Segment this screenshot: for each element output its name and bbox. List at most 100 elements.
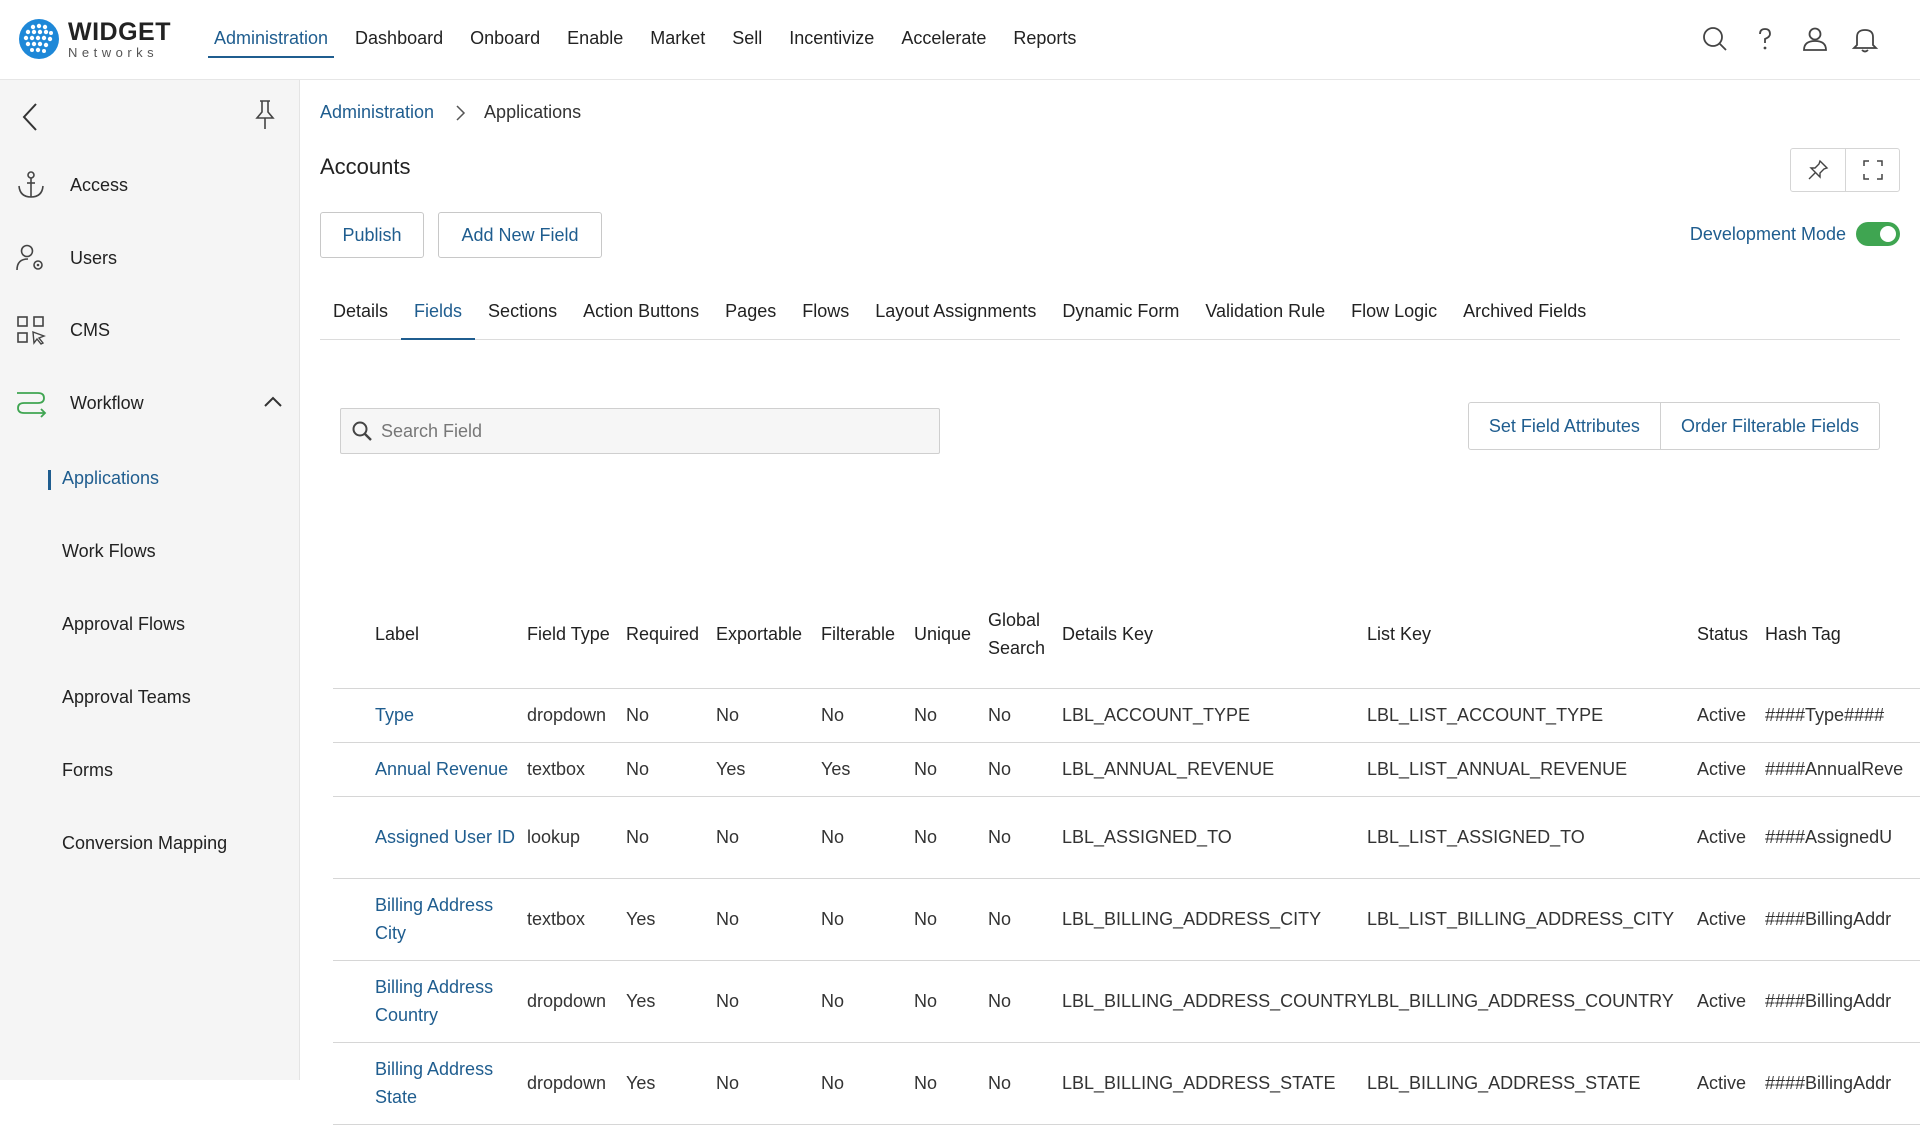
- topnav-onboard[interactable]: Onboard: [470, 28, 541, 48]
- pin-page-button[interactable]: [1791, 149, 1845, 191]
- sidebar-subitem-conversion-mapping[interactable]: Conversion Mapping: [62, 833, 228, 853]
- cell-list-key: LBL_LIST_BILLING_ADDRESS_CITY: [1367, 878, 1697, 961]
- brand-logo[interactable]: WIDGET Networks: [18, 18, 171, 60]
- table-row[interactable]: Assigned User ID lookup No No No No No L…: [333, 796, 1920, 879]
- tab-archived-fields[interactable]: Archived Fields: [1463, 301, 1587, 321]
- tab-sections[interactable]: Sections: [488, 301, 558, 321]
- row-spacer: [333, 1042, 375, 1125]
- field-label-link[interactable]: Annual Revenue: [375, 742, 527, 797]
- publish-button[interactable]: Publish: [320, 212, 424, 258]
- title-tools: [1790, 148, 1900, 192]
- cell-list-key: LBL_LIST_ANNUAL_REVENUE: [1367, 742, 1697, 797]
- tab-action-buttons[interactable]: Action Buttons: [583, 301, 700, 321]
- table-header-row: Label Field Type Required Exportable Fil…: [333, 580, 1920, 689]
- sidebar-item-access[interactable]: Access: [14, 165, 284, 205]
- search-icon[interactable]: [1700, 24, 1730, 54]
- cell-field-type: dropdown: [527, 688, 626, 743]
- header-field-type[interactable]: Field Type: [527, 580, 626, 689]
- topnav-accelerate[interactable]: Accelerate: [901, 28, 987, 48]
- sidebar-item-cms[interactable]: CMS: [14, 310, 284, 350]
- development-mode-toggle[interactable]: [1856, 222, 1900, 246]
- sidebar-subitem-approval-teams[interactable]: Approval Teams: [62, 687, 191, 707]
- header-list-key[interactable]: List Key: [1367, 580, 1697, 689]
- order-filterable-fields-button[interactable]: Order Filterable Fields: [1659, 403, 1879, 449]
- tab-layout-assignments[interactable]: Layout Assignments: [875, 301, 1037, 321]
- table-row[interactable]: Annual Revenue textbox No Yes Yes No No …: [333, 742, 1920, 797]
- tab-pages[interactable]: Pages: [725, 301, 777, 321]
- topnav-enable[interactable]: Enable: [567, 28, 624, 48]
- field-label-link[interactable]: Assigned User ID: [375, 796, 527, 879]
- header-global-search[interactable]: Global Search: [988, 580, 1062, 689]
- row-spacer: [333, 878, 375, 961]
- tab-flows[interactable]: Flows: [802, 301, 850, 321]
- logo-icon: [19, 19, 59, 59]
- tab-dynamic-form[interactable]: Dynamic Form: [1062, 301, 1180, 321]
- row-spacer: [333, 960, 375, 1043]
- header-details-key[interactable]: Details Key: [1062, 580, 1367, 689]
- field-label-link[interactable]: Type: [375, 688, 527, 743]
- cell-list-key: LBL_BILLING_ADDRESS_COUNTRY: [1367, 960, 1697, 1043]
- cms-grid-icon: [14, 313, 48, 347]
- sidebar-item-workflow[interactable]: Workflow: [14, 383, 284, 423]
- pin-icon: [1808, 159, 1829, 180]
- header-required[interactable]: Required: [626, 580, 716, 689]
- help-icon[interactable]: [1750, 24, 1780, 54]
- tab-details[interactable]: Details: [333, 301, 389, 321]
- add-new-field-button[interactable]: Add New Field: [438, 212, 602, 258]
- table-row[interactable]: Billing Address City textbox Yes No No N…: [333, 878, 1920, 961]
- tab-flow-logic[interactable]: Flow Logic: [1351, 301, 1438, 321]
- cell-global-search: No: [988, 1042, 1062, 1125]
- header-exportable[interactable]: Exportable: [716, 580, 821, 689]
- cell-details-key: LBL_ANNUAL_REVENUE: [1062, 742, 1367, 797]
- cell-unique: No: [914, 878, 988, 961]
- topnav-dashboard[interactable]: Dashboard: [355, 28, 444, 48]
- row-spacer: [333, 742, 375, 797]
- bell-icon[interactable]: [1850, 24, 1880, 54]
- header-label[interactable]: Label: [375, 580, 527, 689]
- user-icon[interactable]: [1800, 24, 1830, 54]
- breadcrumb-parent-link[interactable]: Administration: [320, 102, 435, 122]
- sidebar-item-label: CMS: [70, 319, 110, 340]
- sidebar-subitem-applications[interactable]: Applications: [62, 468, 160, 488]
- cell-global-search: No: [988, 878, 1062, 961]
- sidebar-subitem-work-flows[interactable]: Work Flows: [62, 541, 156, 561]
- header-status[interactable]: Status: [1697, 580, 1765, 689]
- cell-unique: No: [914, 1042, 988, 1125]
- cell-field-type: dropdown: [527, 960, 626, 1043]
- brand-title: WIDGET: [68, 17, 171, 46]
- set-field-attributes-button[interactable]: Set Field Attributes: [1488, 415, 1640, 436]
- cell-filterable: Yes: [821, 742, 914, 797]
- search-field-input[interactable]: [381, 420, 921, 442]
- cell-hash-tag: ####AnnualReve: [1765, 742, 1920, 797]
- field-label-link[interactable]: Billing Address Country: [375, 960, 527, 1043]
- tab-validation-rule[interactable]: Validation Rule: [1205, 301, 1326, 321]
- header-filterable[interactable]: Filterable: [821, 580, 914, 689]
- table-row[interactable]: Billing Address State dropdown Yes No No…: [333, 1042, 1920, 1125]
- table-row[interactable]: Type dropdown No No No No No LBL_ACCOUNT…: [333, 688, 1920, 743]
- cell-unique: No: [914, 960, 988, 1043]
- tab-fields[interactable]: Fields: [401, 296, 476, 340]
- tab-bar: Details Fields Sections Action Buttons P…: [320, 296, 1900, 340]
- cell-details-key: LBL_BILLING_ADDRESS_CITY: [1062, 878, 1367, 961]
- table-row[interactable]: Billing Address Country dropdown Yes No …: [333, 960, 1920, 1043]
- field-label-link[interactable]: Billing Address State: [375, 1042, 527, 1125]
- topnav-reports[interactable]: Reports: [1013, 28, 1077, 48]
- top-nav: Administration Dashboard Onboard Enable …: [208, 24, 1097, 58]
- header-hash-tag[interactable]: Hash Tag: [1765, 580, 1920, 689]
- pin-icon[interactable]: [252, 98, 278, 132]
- chevron-up-icon[interactable]: [262, 391, 284, 413]
- topnav-sell[interactable]: Sell: [732, 28, 763, 48]
- sidebar-item-users[interactable]: Users: [14, 238, 284, 278]
- header-unique[interactable]: Unique: [914, 580, 988, 689]
- topnav-market[interactable]: Market: [650, 28, 706, 48]
- topnav-administration[interactable]: Administration: [208, 24, 335, 58]
- field-label-link[interactable]: Billing Address City: [375, 878, 527, 961]
- fullscreen-button[interactable]: [1845, 149, 1899, 191]
- cell-exportable: No: [716, 960, 821, 1043]
- collapse-back-icon[interactable]: [18, 100, 42, 134]
- sidebar-subitem-forms[interactable]: Forms: [62, 760, 113, 780]
- topnav-incentivize[interactable]: Incentivize: [789, 28, 875, 48]
- cell-status: Active: [1697, 688, 1765, 743]
- sidebar-subitem-approval-flows[interactable]: Approval Flows: [62, 614, 186, 634]
- anchor-icon: [14, 168, 48, 202]
